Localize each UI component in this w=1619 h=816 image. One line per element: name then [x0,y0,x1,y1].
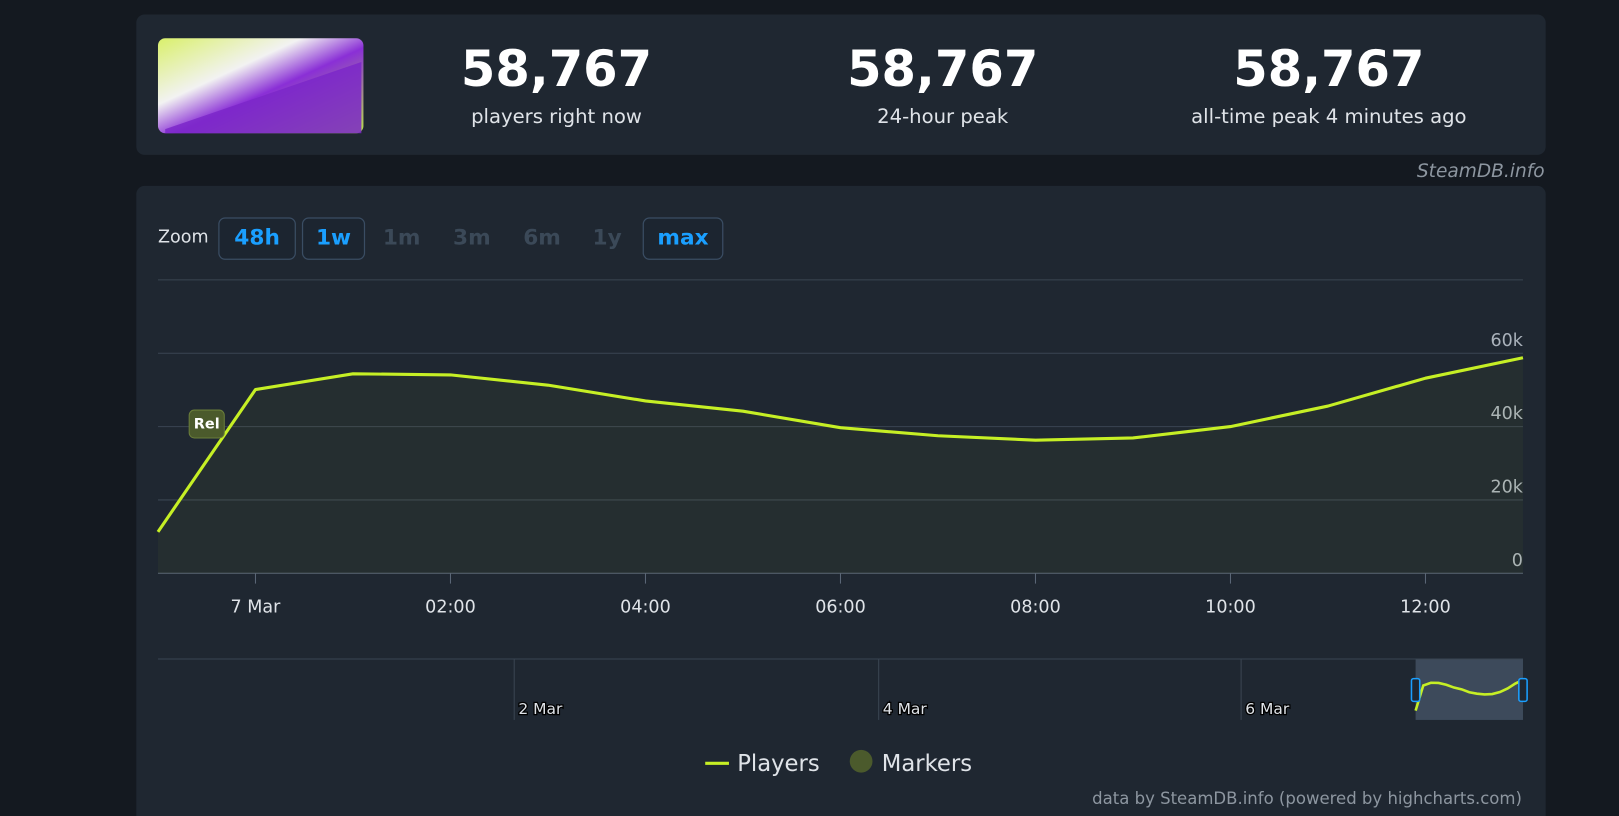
flag [188,409,225,439]
watermark[interactable]: SteamDB.info [1417,161,1545,182]
x-tick-label: 04:00 [620,597,671,617]
zoom-button-label[interactable]: 1w [316,226,351,251]
chart: 0 20k 40k 60k 7 Mar 02:00 04:00 06:00 08:00 10:00… [156,279,1528,808]
zoom-label: Zoom [158,228,209,248]
zoom-button[interactable] [642,217,724,260]
y-tick-label: 20k [1490,478,1523,498]
line [156,356,1524,533]
stat-label: 24-hour peak [877,105,1009,128]
zoom-button-label[interactable]: max [657,226,708,251]
zoom-button-label[interactable]: 6m [523,226,561,251]
legend-label[interactable]: Markers [882,751,972,777]
stats-panel [136,14,1546,155]
game-image-art [165,61,362,134]
navigator-handle[interactable] [1518,677,1528,703]
navigator-label: 4 Mar [883,700,928,718]
y-tick-label: 60k [1490,331,1523,351]
stat-value: 58,767 [847,40,1038,98]
navigator-line [1414,678,1524,711]
navigator-label: 2 Mar [518,700,563,718]
x-tick-label: 06:00 [815,597,866,617]
x-tick-label: 02:00 [425,597,476,617]
zoom-button[interactable] [301,217,366,260]
stat-label: all-time peak 4 minutes ago [1191,105,1466,128]
legend-marker [849,749,873,773]
credits[interactable]: data by SteamDB.info (powered by highcha… [1092,789,1522,808]
flag-label: Rel [194,417,220,433]
zoom-button[interactable] [218,217,296,260]
stat-value: 58,767 [1233,40,1424,98]
y-tick-label: 40k [1490,404,1523,424]
stat-value: 58,767 [461,40,652,98]
y-tick-label: 0 [1512,551,1523,571]
navigator-handle[interactable] [1410,677,1421,703]
navigator-label: 6 Mar [1245,700,1290,718]
x-tick-label: 12:00 [1400,597,1451,617]
zoom-button-label[interactable]: 1m [383,226,421,251]
area [157,357,1523,574]
x-tick-label: 10:00 [1205,597,1256,617]
zoom-button-label[interactable]: 3m [453,226,491,251]
zoom-button-label[interactable]: 1y [593,226,622,251]
zoom-button-label[interactable]: 48h [234,226,280,251]
x-tick-label: 08:00 [1010,597,1061,617]
stat-label: players right now [471,105,642,128]
legend-label[interactable]: Players [737,751,819,777]
x-tick-label: 7 Mar [231,597,282,617]
